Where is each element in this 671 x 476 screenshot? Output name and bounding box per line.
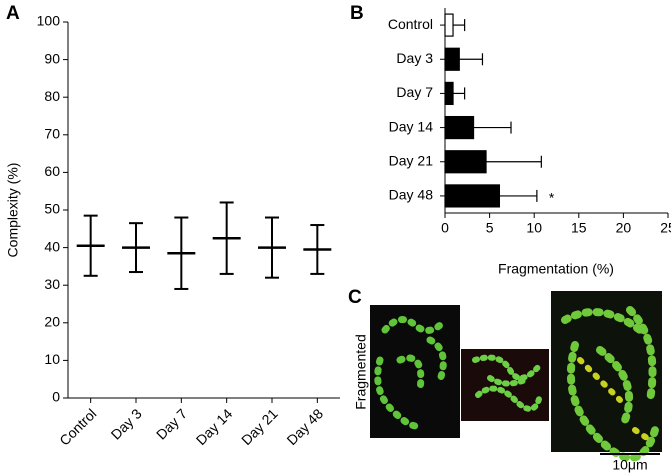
bar — [444, 115, 475, 140]
micrographs — [370, 291, 662, 462]
mitochondria — [374, 316, 449, 430]
x-tick-label: Control — [56, 405, 99, 448]
y-tick-label: Day 3 — [396, 50, 433, 66]
y-tick-label: 80 — [44, 88, 60, 104]
x-tick-label: 5 — [486, 220, 494, 236]
x-tick-label: Day 7 — [153, 405, 190, 442]
bar — [444, 184, 501, 208]
y-tick-label: 0 — [52, 389, 60, 405]
y-tick-label: 60 — [44, 163, 60, 179]
scale-bar-label: 10μm — [612, 457, 647, 473]
y-tick-label: 100 — [37, 13, 61, 29]
mitochondria — [577, 357, 653, 443]
y-tick-label: 50 — [44, 201, 60, 217]
bar — [444, 13, 454, 37]
y-tick-label: Day 48 — [389, 187, 434, 203]
mitochondria — [472, 354, 543, 412]
mitochondria — [561, 306, 659, 462]
x-axis-label: Fragmentation (%) — [498, 261, 614, 277]
x-tick-label: Day 21 — [238, 405, 281, 448]
y-tick-label: Day 21 — [389, 152, 434, 168]
y-tick-label: 40 — [44, 238, 60, 254]
y-tick-label: 30 — [44, 276, 60, 292]
x-tick-label: 0 — [441, 220, 449, 236]
row-label: Fragmented — [353, 334, 369, 409]
x-tick-label: 25 — [660, 220, 671, 236]
y-tick-label: 90 — [44, 50, 60, 66]
x-tick-label: Day 48 — [283, 405, 326, 448]
y-tick-label: Control — [388, 16, 433, 32]
x-tick-label: Day 14 — [193, 405, 236, 448]
bar — [444, 150, 487, 174]
bar — [444, 81, 454, 106]
y-tick-label: Day 14 — [389, 118, 434, 134]
x-tick-label: Day 3 — [108, 405, 145, 442]
bar — [444, 47, 460, 71]
annotation: * — [549, 190, 555, 206]
y-tick-label: 10 — [44, 351, 60, 367]
y-axis-label: Complexity (%) — [5, 163, 21, 258]
y-tick-label: Day 7 — [396, 84, 433, 100]
panel-label: A — [6, 3, 20, 24]
y-tick-label: 20 — [44, 314, 60, 330]
x-tick-label: 15 — [571, 220, 587, 236]
x-tick-label: 20 — [616, 220, 632, 236]
panel-label: B — [350, 3, 364, 24]
panel-label: C — [348, 287, 362, 308]
x-tick-label: 10 — [526, 220, 542, 236]
y-tick-label: 70 — [44, 126, 60, 142]
